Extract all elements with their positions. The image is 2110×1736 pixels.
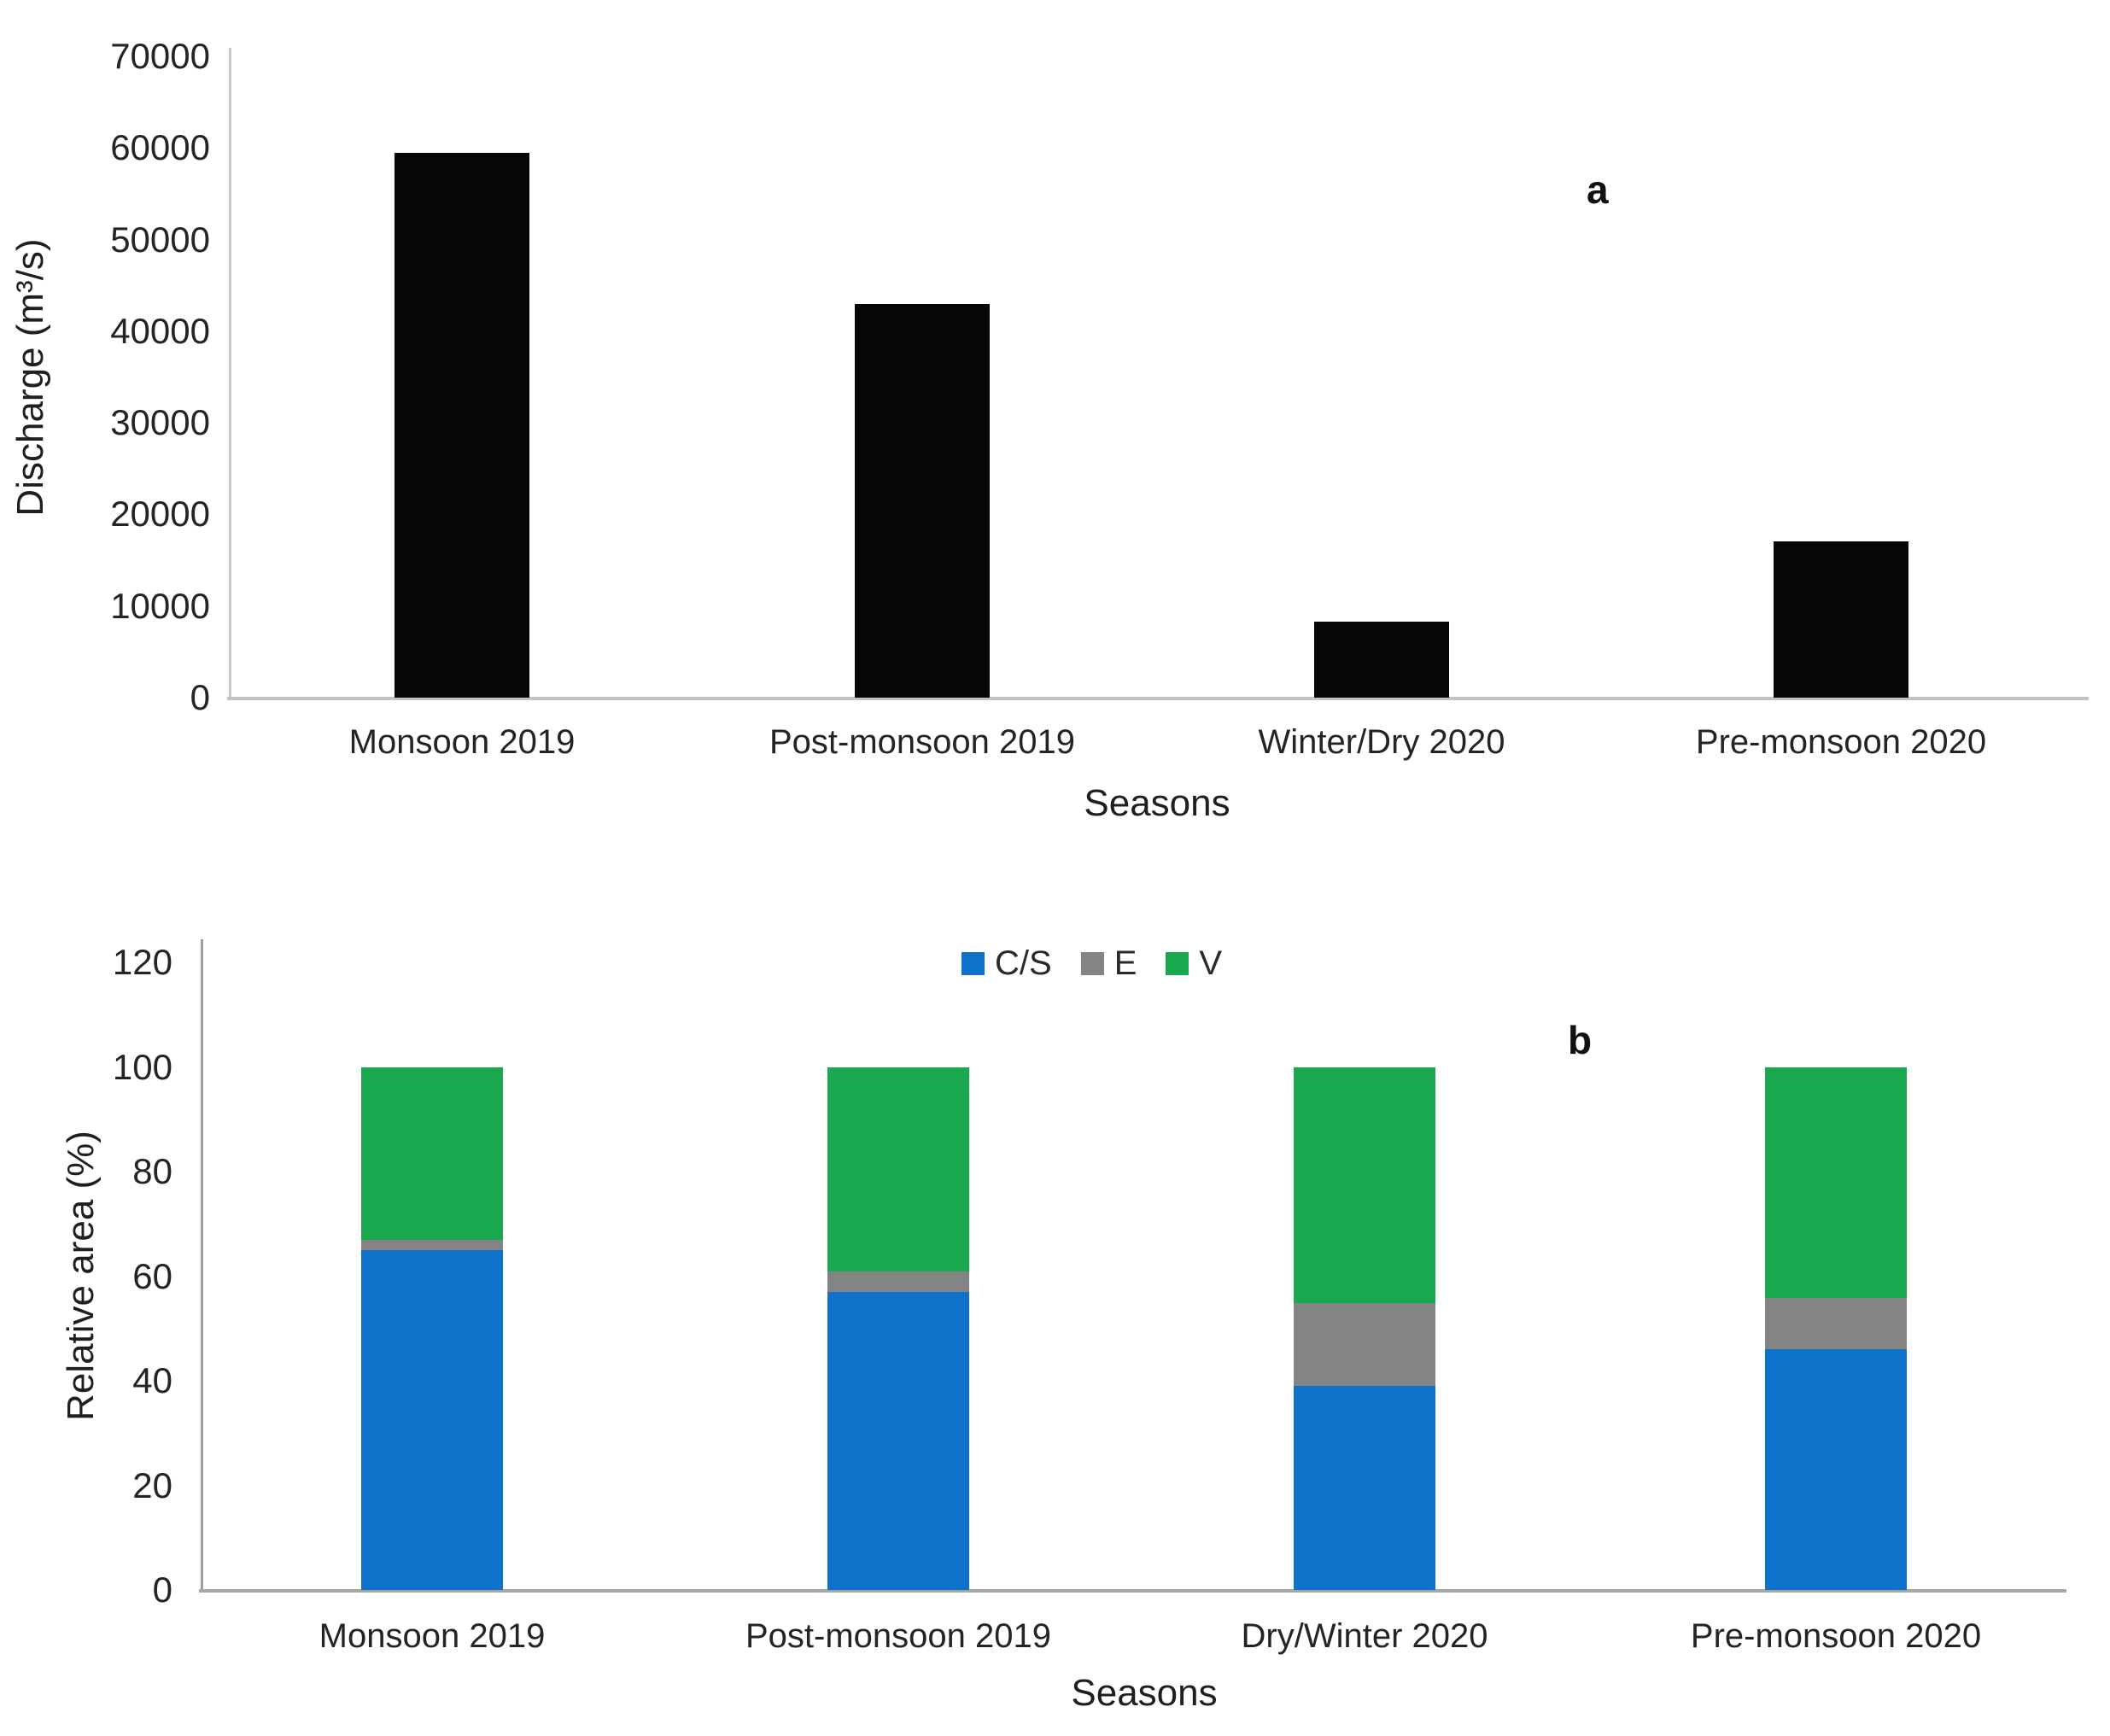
bar-segment-b-2-V xyxy=(1294,1067,1435,1303)
x-axis-line-b xyxy=(199,1589,2066,1593)
x-axis-line-a xyxy=(227,697,2089,700)
y-axis-line-a xyxy=(229,48,231,699)
bar-a-0 xyxy=(395,153,529,698)
legend-item-v: V xyxy=(1166,944,1222,982)
x-axis-title-a: Seasons xyxy=(1084,782,1230,824)
legend-label-cs: C/S xyxy=(995,944,1052,982)
x-axis-title-b: Seasons xyxy=(1071,1672,1218,1714)
legend-swatch-cs-icon xyxy=(961,951,985,975)
y-tick-b-20: 20 xyxy=(132,1465,172,1505)
bar-segment-b-0-C/S xyxy=(361,1250,503,1590)
legend-swatch-e-icon xyxy=(1080,951,1104,975)
y-tick-b-80: 80 xyxy=(132,1151,172,1191)
legend-swatch-v-icon xyxy=(1166,951,1189,975)
legend-label-v: V xyxy=(1199,944,1223,982)
bar-segment-b-0-V xyxy=(361,1067,503,1240)
category-label-b-0: Monsoon 2019 xyxy=(319,1617,546,1655)
category-label-a-2: Winter/Dry 2020 xyxy=(1258,723,1505,761)
bar-segment-b-2-E xyxy=(1294,1302,1435,1386)
y-tick-b-60: 60 xyxy=(132,1256,172,1296)
legend-label-e: E xyxy=(1113,944,1137,982)
bar-segment-b-0-E xyxy=(361,1240,503,1250)
y-tick-a-50000: 50000 xyxy=(110,219,210,260)
y-tick-a-0: 0 xyxy=(190,677,210,717)
y-tick-a-60000: 60000 xyxy=(110,127,210,167)
y-tick-a-10000: 10000 xyxy=(110,586,210,626)
legend-item-cs: C/S xyxy=(961,944,1052,982)
bar-segment-b-1-C/S xyxy=(827,1292,969,1590)
y-tick-b-0: 0 xyxy=(152,1569,172,1610)
bar-segment-b-1-E xyxy=(827,1271,969,1292)
bar-segment-b-3-E xyxy=(1765,1297,1907,1349)
bar-segment-b-3-V xyxy=(1765,1067,1907,1298)
category-label-b-2: Dry/Winter 2020 xyxy=(1241,1617,1488,1655)
legend-item-e: E xyxy=(1080,944,1137,982)
category-label-a-0: Monsoon 2019 xyxy=(348,723,576,761)
panel-letter-a: a xyxy=(1587,167,1609,212)
bar-a-1 xyxy=(855,304,990,698)
y-tick-a-20000: 20000 xyxy=(110,494,210,534)
category-label-b-3: Pre-monsoon 2020 xyxy=(1690,1617,1982,1655)
bar-a-3 xyxy=(1774,541,1908,698)
y-tick-b-100: 100 xyxy=(112,1047,172,1087)
panel-letter-b: b xyxy=(1568,1018,1593,1062)
y-tick-a-40000: 40000 xyxy=(110,311,210,351)
bar-segment-b-3-C/S xyxy=(1765,1349,1907,1590)
bar-segment-b-1-V xyxy=(827,1067,969,1271)
legend: C/S E V xyxy=(961,944,1222,982)
category-label-a-1: Post-monsoon 2019 xyxy=(769,723,1075,761)
category-label-b-1: Post-monsoon 2019 xyxy=(745,1617,1051,1655)
bar-segment-b-2-C/S xyxy=(1294,1386,1435,1590)
y-axis-line-b xyxy=(201,939,203,1593)
y-tick-b-120: 120 xyxy=(112,942,172,982)
y-tick-a-70000: 70000 xyxy=(110,36,210,76)
y-tick-b-40: 40 xyxy=(132,1360,172,1400)
y-tick-a-30000: 30000 xyxy=(110,402,210,442)
bar-a-2 xyxy=(1314,622,1449,698)
category-label-a-3: Pre-monsoon 2020 xyxy=(1695,723,1987,761)
